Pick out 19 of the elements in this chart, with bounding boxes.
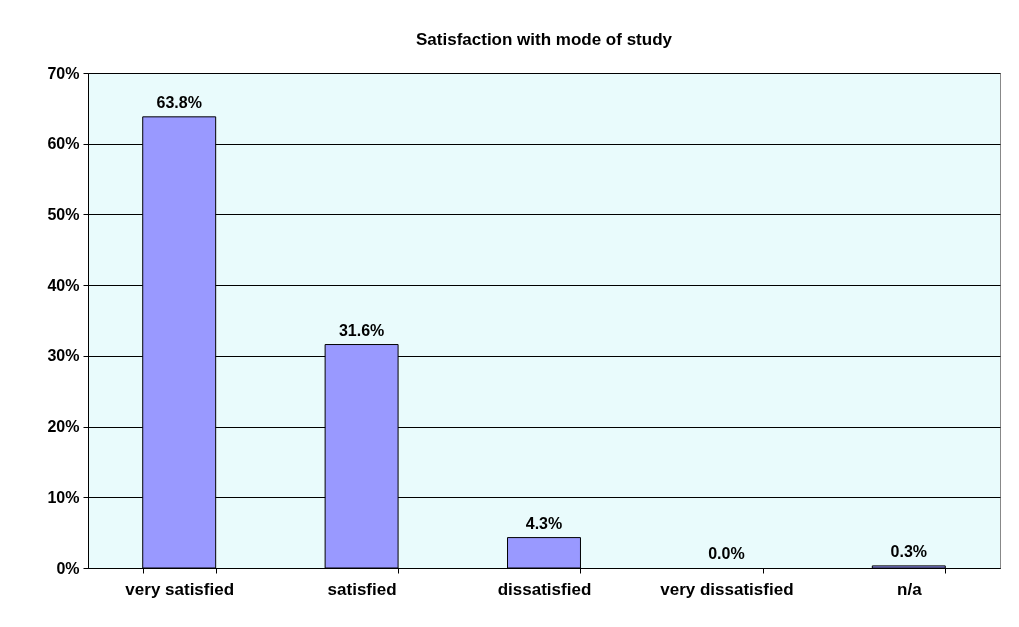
y-tick-label: 10% bbox=[47, 488, 80, 506]
data-label: 0.3% bbox=[890, 542, 928, 560]
data-label: 4.3% bbox=[525, 514, 563, 532]
chart-title: Satisfaction with mode of study bbox=[416, 30, 673, 49]
y-tick-label: 50% bbox=[47, 205, 80, 223]
x-tick-label: n/a bbox=[897, 579, 923, 599]
y-tick-label: 40% bbox=[47, 276, 80, 294]
y-tick-label: 60% bbox=[47, 135, 80, 153]
x-tick-label: dissatisfied bbox=[497, 579, 592, 599]
y-tick-label: 70% bbox=[47, 64, 80, 82]
y-tick-label: 0% bbox=[56, 559, 80, 577]
data-label: 0.0% bbox=[708, 545, 745, 562]
y-tick-label: 20% bbox=[47, 418, 80, 436]
x-tick-label: very dissatisfied bbox=[660, 579, 794, 599]
data-label: 31.6% bbox=[338, 321, 385, 339]
data-label: 63.8% bbox=[156, 93, 202, 111]
y-tick-label: 30% bbox=[47, 347, 80, 365]
x-tick-label: very satisfied bbox=[125, 579, 235, 599]
x-tick-label: satisfied bbox=[327, 579, 397, 599]
